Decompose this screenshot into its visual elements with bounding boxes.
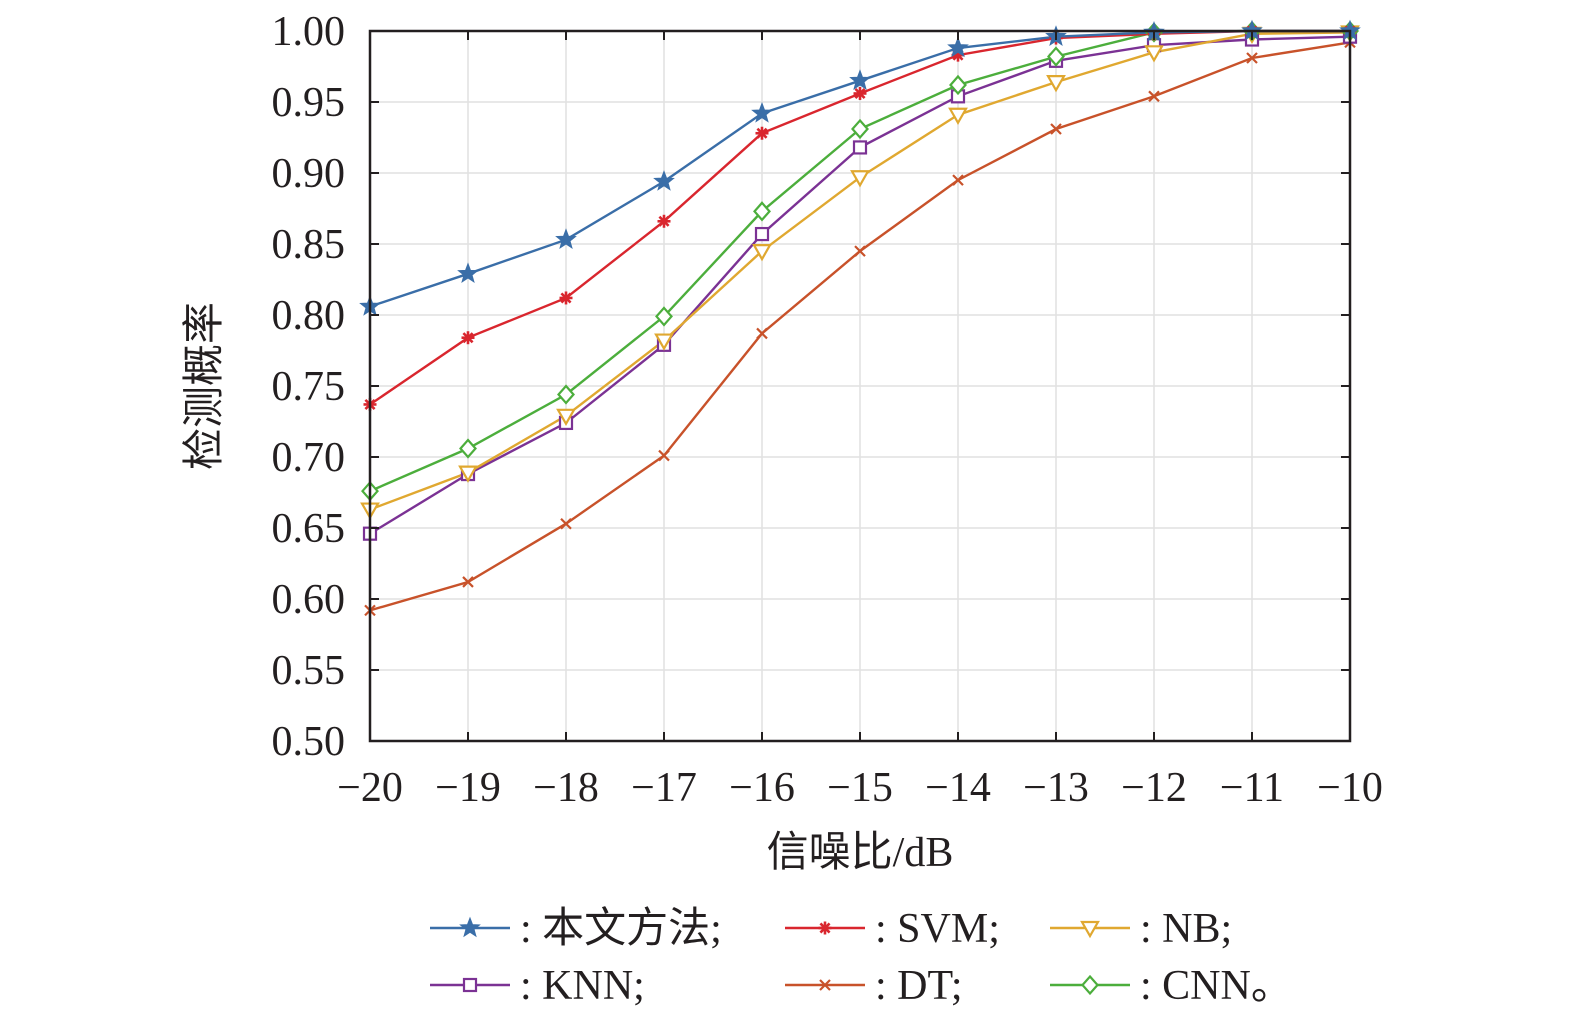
y-tick-label: 0.70 [272,435,346,481]
data-point-SVM [657,214,671,228]
data-point-NB [654,333,674,351]
data-point-SVM [559,291,573,305]
legend-label: : KNN; [520,963,645,1009]
data-point-本文方法 [947,36,969,58]
x-tick-label: −12 [1121,765,1187,811]
y-tick-label: 0.80 [272,293,346,339]
legend-marker [1080,920,1100,939]
data-point-DT [854,245,866,257]
legend-label: : CNN。 [1140,963,1293,1009]
y-tick-labels: 0.50 0.55 0.60 0.65 0.70 0.75 0.80 0.85 0.90 0.95… [272,9,346,765]
legend-label: : 本文方法; [520,905,722,952]
data-point-CNN [655,306,673,327]
data-point-本文方法 [457,262,479,284]
x-tick-labels: −20 −19 −18 −17 −16 −15 −14 −13 −12 −11 −10 [337,765,1383,811]
data-point-CNN [753,201,771,222]
legend-item-CNN: : CNN。 [1050,963,1293,1009]
data-point-本文方法 [751,101,773,123]
data-point-SVM [461,331,475,345]
data-point-DT [756,327,768,340]
legend-item-SVM: : SVM; [785,906,1000,952]
data-point-DT [462,576,474,588]
x-tick-label: −15 [827,765,893,811]
x-tick-label: −14 [925,765,991,811]
y-tick-label: 0.50 [272,719,346,765]
legend-label: : DT; [875,963,963,1009]
legend-item-本文方法: : 本文方法; [430,905,722,952]
y-tick-label: 0.65 [272,506,346,552]
data-point-NB [948,107,968,125]
data-point-CNN [557,384,575,405]
legend-label: : SVM; [875,906,1000,952]
data-point-NB [458,465,478,483]
y-tick-label: 0.60 [272,577,346,623]
data-point-DT [1246,52,1258,64]
data-point-CNN [949,74,967,96]
legend-marker [1081,974,1099,996]
y-axis-title: 检测概率 [181,302,228,470]
data-point-CNN [459,438,477,459]
data-point-本文方法 [653,170,675,191]
data-point-SVM [853,86,867,100]
legend-marker [459,916,481,938]
data-point-CNN [1047,46,1065,67]
data-point-DT [1050,123,1062,135]
data-point-NB [850,170,870,188]
legend-item-DT: : DT; [785,963,963,1009]
y-tick-label: 0.75 [272,364,346,410]
data-point-NB [1046,75,1066,93]
legend-label: : NB; [1140,906,1232,952]
legend-marker [819,979,831,991]
data-point-DT [1148,90,1160,103]
legend-marker [462,977,478,993]
y-tick-label: 0.95 [272,80,346,126]
x-tick-label: −19 [435,765,501,811]
data-point-NB [752,244,772,262]
tick-marks [369,30,1351,742]
data-point-KNN [754,226,770,242]
y-tick-label: 1.00 [272,9,346,55]
legend-item-NB: : NB; [1050,906,1232,952]
x-tick-label: −17 [631,765,697,811]
data-point-本文方法 [849,69,871,90]
x-tick-label: −20 [337,765,403,811]
legend-marker [818,921,832,935]
legend-item-KNN: : KNN; [430,963,645,1009]
data-point-本文方法 [555,228,577,249]
data-point-KNN [852,140,868,155]
y-tick-label: 0.90 [272,151,346,197]
data-point-CNN [851,118,869,140]
data-point-DT [658,449,670,462]
y-tick-label: 0.85 [272,222,346,268]
data-point-SVM [755,126,769,140]
data-point-NB [556,408,576,427]
x-tick-label: −16 [729,765,795,811]
x-tick-label: −11 [1220,765,1284,811]
data-point-DT [952,174,964,186]
y-tick-label: 0.55 [272,648,346,694]
data-point-DT [560,517,572,530]
data-point-NB [1144,45,1164,63]
x-axis-title: 信噪比/dB [767,830,954,876]
legend: : 本文方法; : SVM; : NB; : KNN; : DT; : CNN。 [430,905,1293,1009]
x-tick-label: −18 [533,765,599,811]
x-tick-label: −10 [1317,765,1383,811]
x-tick-label: −13 [1023,765,1089,811]
